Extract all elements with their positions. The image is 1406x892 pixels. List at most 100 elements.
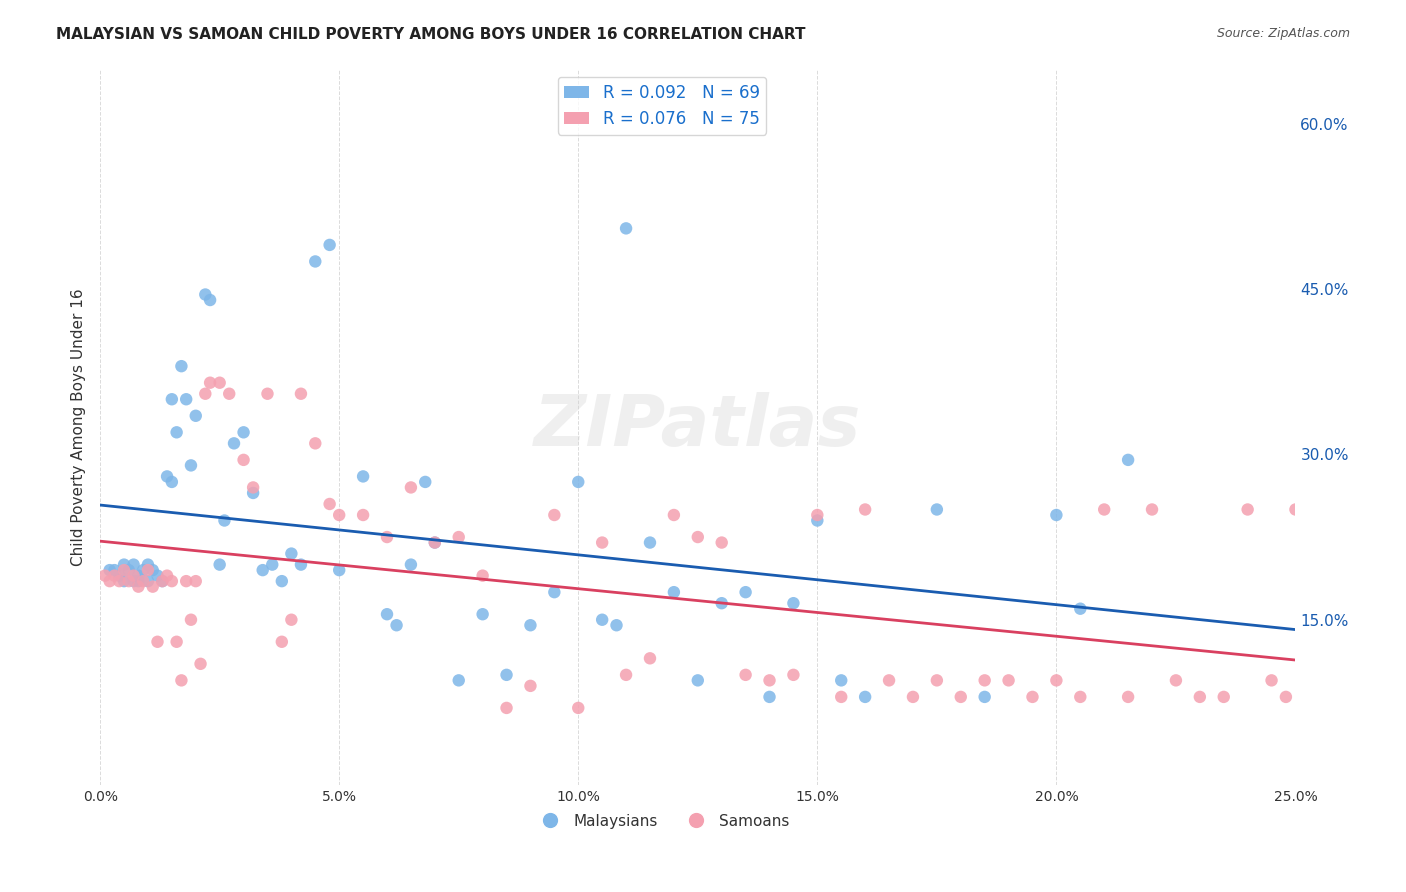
Point xyxy=(150,574,173,589)
Point xyxy=(925,502,948,516)
Point xyxy=(166,634,188,648)
Point xyxy=(877,673,900,688)
Point xyxy=(170,359,193,374)
Point xyxy=(686,673,709,688)
Point xyxy=(184,574,207,589)
Point xyxy=(1069,601,1091,615)
Point xyxy=(142,563,165,577)
Point xyxy=(710,535,733,549)
Point xyxy=(118,563,141,577)
Point xyxy=(122,568,145,582)
Point xyxy=(318,497,340,511)
Point xyxy=(318,238,340,252)
Point xyxy=(112,563,135,577)
Point xyxy=(567,701,589,715)
Point xyxy=(132,563,155,577)
Point xyxy=(146,568,169,582)
Point xyxy=(290,386,312,401)
Point xyxy=(103,563,125,577)
Point xyxy=(222,436,245,450)
Point xyxy=(190,657,212,671)
Point xyxy=(662,508,685,522)
Point xyxy=(591,613,613,627)
Point xyxy=(782,596,804,610)
Point xyxy=(132,574,155,589)
Point xyxy=(973,690,995,704)
Point xyxy=(519,618,541,632)
Point xyxy=(1092,502,1115,516)
Point xyxy=(127,568,149,582)
Point xyxy=(853,690,876,704)
Point xyxy=(98,574,121,589)
Point xyxy=(1021,690,1043,704)
Point xyxy=(901,690,924,704)
Point xyxy=(160,574,183,589)
Point xyxy=(997,673,1019,688)
Point xyxy=(567,475,589,489)
Point xyxy=(270,574,292,589)
Point xyxy=(375,607,398,622)
Point xyxy=(1212,690,1234,704)
Point xyxy=(214,514,236,528)
Point xyxy=(399,558,422,572)
Point xyxy=(232,453,254,467)
Point xyxy=(160,392,183,407)
Point xyxy=(806,514,828,528)
Point xyxy=(1045,673,1067,688)
Point xyxy=(399,480,422,494)
Point xyxy=(156,568,179,582)
Point xyxy=(614,221,637,235)
Point xyxy=(108,574,131,589)
Point xyxy=(122,574,145,589)
Point xyxy=(232,425,254,440)
Point xyxy=(1188,690,1211,704)
Point xyxy=(413,475,436,489)
Point xyxy=(758,673,780,688)
Point xyxy=(242,480,264,494)
Point xyxy=(830,673,852,688)
Text: MALAYSIAN VS SAMOAN CHILD POVERTY AMONG BOYS UNDER 16 CORRELATION CHART: MALAYSIAN VS SAMOAN CHILD POVERTY AMONG … xyxy=(56,27,806,42)
Point xyxy=(686,530,709,544)
Point xyxy=(180,458,202,473)
Point xyxy=(591,535,613,549)
Point xyxy=(1164,673,1187,688)
Point xyxy=(280,613,302,627)
Point xyxy=(328,563,350,577)
Point xyxy=(758,690,780,704)
Point xyxy=(1116,690,1139,704)
Point xyxy=(1116,453,1139,467)
Point xyxy=(495,668,517,682)
Point xyxy=(118,574,141,589)
Point xyxy=(170,673,193,688)
Point xyxy=(146,634,169,648)
Point xyxy=(543,508,565,522)
Point xyxy=(1045,508,1067,522)
Point xyxy=(806,508,828,522)
Point xyxy=(605,618,627,632)
Point xyxy=(782,668,804,682)
Point xyxy=(256,386,278,401)
Point xyxy=(127,574,149,589)
Point xyxy=(1140,502,1163,516)
Point xyxy=(194,386,217,401)
Point xyxy=(853,502,876,516)
Point xyxy=(734,668,756,682)
Point xyxy=(160,475,183,489)
Point xyxy=(142,580,165,594)
Point xyxy=(352,508,374,522)
Point xyxy=(830,690,852,704)
Point xyxy=(218,386,240,401)
Legend: Malaysians, Samoans: Malaysians, Samoans xyxy=(529,807,794,835)
Point xyxy=(495,701,517,715)
Point xyxy=(150,574,173,589)
Point xyxy=(98,563,121,577)
Point xyxy=(184,409,207,423)
Point xyxy=(136,563,159,577)
Point xyxy=(304,436,326,450)
Point xyxy=(471,607,494,622)
Point xyxy=(122,558,145,572)
Point xyxy=(304,254,326,268)
Point xyxy=(638,651,661,665)
Point xyxy=(112,558,135,572)
Point xyxy=(1069,690,1091,704)
